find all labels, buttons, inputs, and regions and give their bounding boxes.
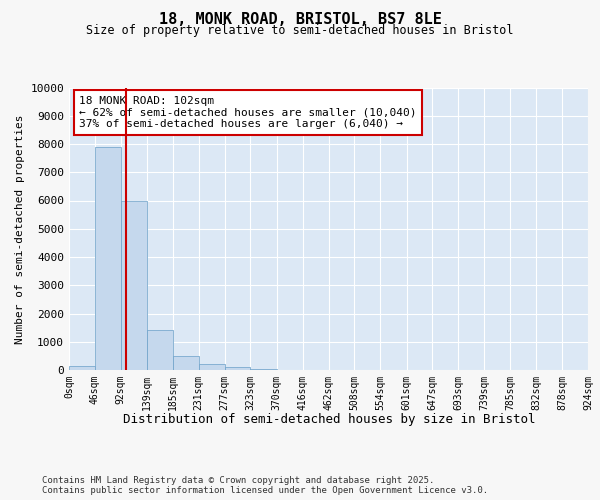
Text: Contains HM Land Registry data © Crown copyright and database right 2025.: Contains HM Land Registry data © Crown c… [42,476,434,485]
Text: Distribution of semi-detached houses by size in Bristol: Distribution of semi-detached houses by … [122,412,535,426]
Text: Contains public sector information licensed under the Open Government Licence v3: Contains public sector information licen… [42,486,488,495]
Bar [69,366,95,370]
Bar [199,364,224,370]
Bar [250,368,277,370]
Bar [95,147,121,370]
Text: 18 MONK ROAD: 102sqm
← 62% of semi-detached houses are smaller (10,040)
37% of s: 18 MONK ROAD: 102sqm ← 62% of semi-detac… [79,96,417,129]
Bar [224,367,250,370]
Bar [121,200,147,370]
Bar [173,356,199,370]
Y-axis label: Number of semi-detached properties: Number of semi-detached properties [15,114,25,344]
Bar [147,330,173,370]
Text: 18, MONK ROAD, BRISTOL, BS7 8LE: 18, MONK ROAD, BRISTOL, BS7 8LE [158,12,442,28]
Text: Size of property relative to semi-detached houses in Bristol: Size of property relative to semi-detach… [86,24,514,37]
